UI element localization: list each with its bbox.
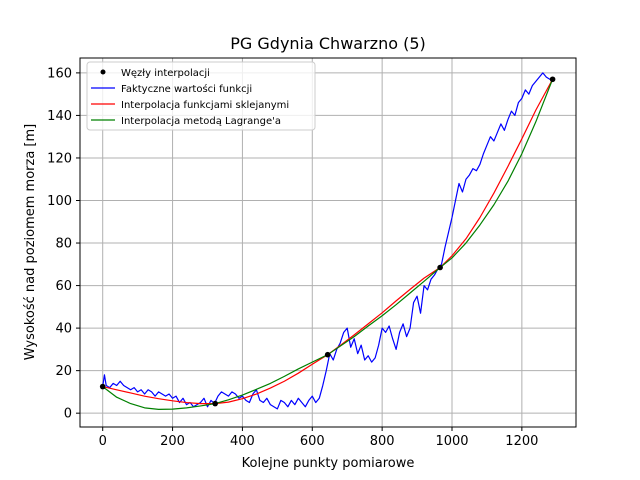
y-tick-label: 80 <box>55 237 72 252</box>
x-tick-label: 1200 <box>505 434 538 449</box>
legend-box <box>86 61 316 131</box>
interpolation-node-point <box>212 400 218 407</box>
y-tick-label: 160 <box>47 66 72 81</box>
plot-frame <box>79 57 577 428</box>
x-tick-label: 600 <box>300 434 325 449</box>
legend-label-spline: Interpolacja funkcjami sklejanymi <box>121 100 289 111</box>
y-tick-label: 20 <box>55 364 72 379</box>
y-tick-label: 40 <box>55 322 72 337</box>
x-tick-label: 200 <box>160 434 185 449</box>
interpolation-node-point <box>437 264 443 271</box>
chart-title: PG Gdynia Chwarzno (5) <box>230 34 426 53</box>
legend: Węzły interpolacji Faktyczne wartości fu… <box>86 61 316 131</box>
x-tick-label: 1000 <box>435 434 468 449</box>
y-axis-title: Wysokość nad poziomem morza [m] <box>23 124 38 360</box>
legend-label-nodes: Węzły interpolacji <box>121 68 210 79</box>
plot-series <box>99 72 556 410</box>
x-tick-label: 800 <box>370 434 395 449</box>
y-tick-label: 60 <box>55 279 72 294</box>
legend-label-lagrange: Interpolacja metodą Lagrange'a <box>121 116 281 127</box>
x-axis-title: Kolejne punkty pomiarowe <box>242 456 415 471</box>
y-tick-label: 120 <box>47 151 72 166</box>
x-tick-label: 0 <box>99 434 107 449</box>
series-line-actual-values <box>102 72 553 410</box>
legend-label-actual: Faktyczne wartości funkcji <box>121 83 252 95</box>
legend-marker-nodes <box>100 69 106 75</box>
interpolation-node-point <box>549 76 556 83</box>
y-tick-label: 140 <box>47 109 72 124</box>
y-tick-label: 100 <box>47 194 72 209</box>
interpolation-node-point <box>99 383 106 390</box>
y-tick-label: 0 <box>64 407 72 422</box>
axis-ticks: 0 200 400 600 800 1000 1200 0 20 40 60 80 100 120 140 1… <box>47 66 538 449</box>
interpolation-node-point <box>324 351 331 358</box>
x-tick-label: 400 <box>230 434 255 449</box>
